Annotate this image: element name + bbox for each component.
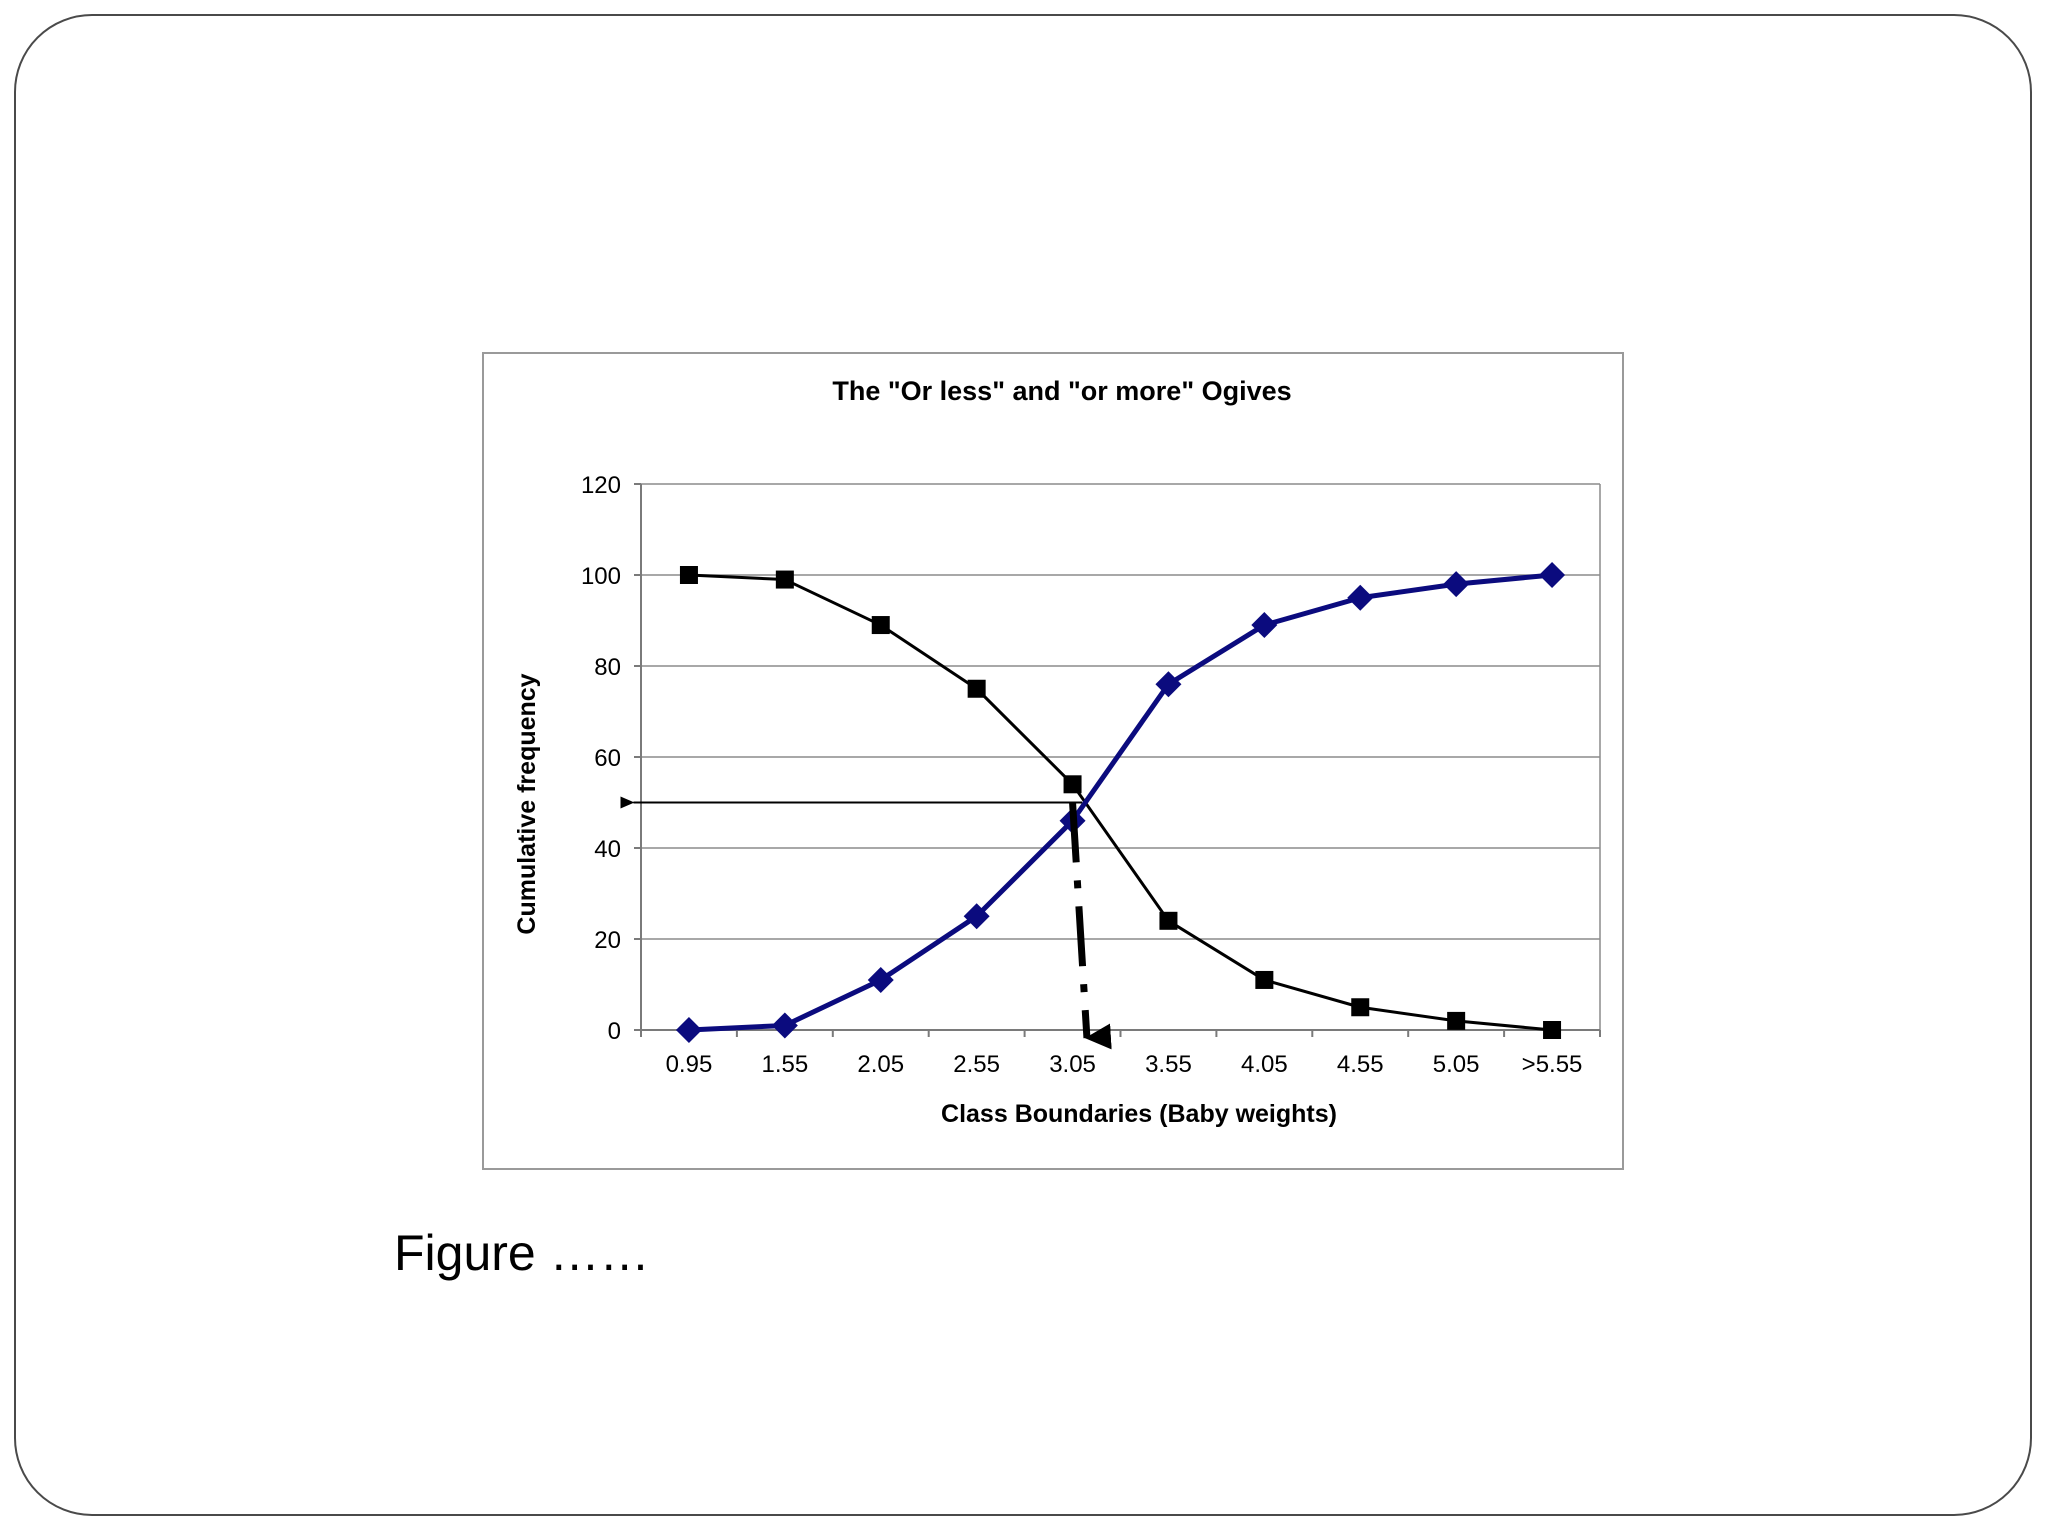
data-point-diamond xyxy=(1155,671,1182,698)
data-point-square xyxy=(1447,1011,1466,1030)
y-tick-label: 120 xyxy=(581,472,621,499)
axes xyxy=(634,483,1601,1037)
x-tick-label: 4.05 xyxy=(1241,1051,1288,1078)
x-tick-label: 2.05 xyxy=(857,1051,904,1078)
x-tick-label: 4.55 xyxy=(1337,1051,1384,1078)
series xyxy=(675,562,1566,1043)
data-point-diamond xyxy=(1443,571,1470,598)
data-point-square xyxy=(775,570,794,589)
tick-labels: 0 20 40 60 80 100 120 0.95 1.55 2.05 2.55 3.05 3.55 4… xyxy=(581,472,1582,1078)
x-tick-label: >5.55 xyxy=(1522,1051,1583,1078)
data-point-diamond xyxy=(867,966,894,993)
x-axis-label: Class Boundaries (Baby weights) xyxy=(941,1100,1337,1128)
x-tick-label: 5.05 xyxy=(1433,1051,1480,1078)
data-point-diamond xyxy=(675,1017,702,1043)
y-tick-label: 60 xyxy=(594,745,621,772)
annotations xyxy=(620,796,1112,1050)
data-point-diamond xyxy=(771,1012,798,1039)
slide-frame: The "Or less" and "or more" Ogives Cumul… xyxy=(14,14,2032,1516)
y-tick-label: 80 xyxy=(594,654,621,681)
y-tick-label: 40 xyxy=(594,836,621,863)
data-point-square xyxy=(1255,970,1274,989)
x-tick-label: 1.55 xyxy=(761,1051,808,1078)
data-point-square xyxy=(679,566,698,584)
data-point-square xyxy=(1063,775,1082,794)
y-tick-label: 100 xyxy=(581,563,621,590)
y-tick-label: 20 xyxy=(594,927,621,954)
data-point-diamond xyxy=(1539,562,1566,588)
data-point-square xyxy=(1159,911,1178,930)
y-axis-label: Cumulative frequency xyxy=(513,673,541,934)
x-tick-label: 3.55 xyxy=(1145,1051,1192,1078)
data-point-diamond xyxy=(963,903,990,930)
y-tick-label: 0 xyxy=(608,1018,621,1045)
ogive-chart: The "Or less" and "or more" Ogives Cumul… xyxy=(513,376,1601,1128)
data-point-diamond xyxy=(1251,612,1278,639)
x-tick-label: 2.55 xyxy=(953,1051,1000,1078)
series-square xyxy=(679,566,1562,1039)
data-point-square xyxy=(967,679,986,698)
series-line xyxy=(688,572,1553,1033)
data-point-square xyxy=(871,616,890,635)
series-line xyxy=(688,573,1553,1032)
data-point-square xyxy=(1351,998,1370,1017)
figure-caption: Figure …… xyxy=(394,1225,650,1281)
x-tick-label: 3.05 xyxy=(1049,1051,1096,1078)
gridlines xyxy=(641,483,1601,1030)
median-vertical-dashed-arrow xyxy=(1069,802,1112,1050)
chart-frame: The "Or less" and "or more" Ogives Cumul… xyxy=(482,352,1624,1170)
x-tick-label: 0.95 xyxy=(666,1051,713,1078)
data-point-square xyxy=(1543,1021,1562,1039)
data-point-diamond xyxy=(1347,584,1374,611)
chart-title: The "Or less" and "or more" Ogives xyxy=(832,376,1291,406)
